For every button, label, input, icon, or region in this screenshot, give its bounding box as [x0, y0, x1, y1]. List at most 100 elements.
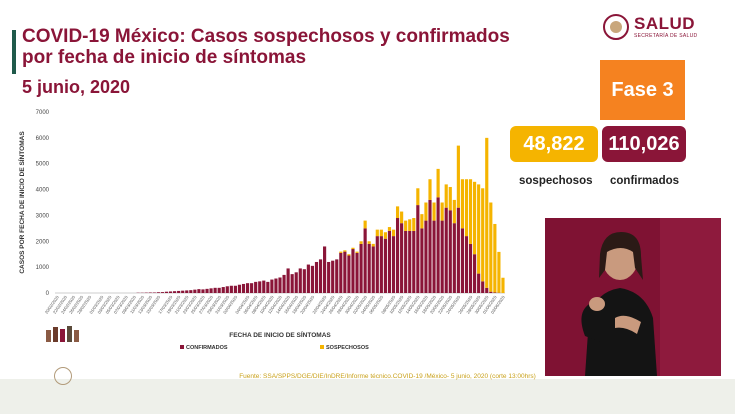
bar-confirmed	[489, 291, 493, 293]
bar-suspected	[412, 218, 416, 231]
bar-suspected	[452, 199, 456, 224]
bar-confirmed	[452, 223, 456, 293]
bar-confirmed	[229, 285, 233, 293]
logo-subtitle: SECRETARÍA DE SALUD	[634, 33, 698, 39]
bar-suspected	[363, 220, 367, 229]
bar-confirmed	[375, 236, 379, 293]
bar-confirmed	[468, 243, 473, 293]
legend-label-confirmed: CONFIRMADOS	[186, 345, 228, 351]
bar-suspected	[416, 188, 420, 206]
bar-confirmed	[209, 288, 213, 293]
legend-label-suspected: SOSPECHOSOS	[326, 345, 369, 351]
footer-band	[0, 379, 735, 414]
y-tick-label: 1000	[36, 265, 50, 271]
bar-confirmed	[318, 259, 323, 293]
bar-suspected	[408, 219, 412, 231]
bar-suspected	[359, 241, 363, 244]
bar-confirmed	[193, 289, 197, 293]
y-tick-label: 4000	[36, 188, 50, 194]
bar-confirmed	[335, 259, 339, 293]
bar-suspected	[489, 202, 493, 292]
bar-confirmed	[270, 279, 274, 293]
bar-confirmed	[493, 292, 497, 293]
bar-confirmed	[266, 281, 270, 293]
title-accent-bar	[12, 30, 16, 74]
bar-confirmed	[424, 220, 428, 293]
bar-confirmed	[440, 220, 444, 293]
bar-confirmed	[387, 230, 392, 293]
logo-name: SALUD	[634, 14, 696, 33]
bar-confirmed	[355, 252, 359, 293]
bar-suspected	[485, 137, 489, 288]
bar-suspected	[387, 227, 392, 231]
bar-confirmed	[412, 230, 416, 293]
bar-confirmed	[164, 291, 169, 293]
bar-confirmed	[339, 252, 343, 293]
suspected-label: sospechosos	[519, 175, 593, 187]
bar-suspected	[444, 184, 448, 208]
bar-confirmed	[343, 251, 347, 293]
bar-confirmed	[201, 289, 205, 293]
bar-suspected	[400, 211, 404, 224]
confirmed-count-box: 110,026	[602, 126, 686, 162]
bar-suspected	[436, 168, 440, 198]
y-tick-label: 7000	[36, 110, 50, 116]
bar-confirmed	[225, 286, 229, 293]
bar-suspected	[383, 232, 387, 239]
bar-suspected	[468, 179, 473, 244]
bar-confirmed	[432, 220, 436, 293]
y-tick-label: 2000	[36, 239, 50, 245]
bar-confirmed	[185, 290, 189, 293]
bar-confirmed	[359, 243, 363, 293]
bar-confirmed	[302, 269, 306, 293]
bar-confirmed	[221, 287, 225, 293]
y-tick-label: 6000	[36, 136, 50, 142]
bar-confirmed	[205, 288, 209, 293]
bar-confirmed	[347, 255, 351, 293]
bar-confirmed	[314, 261, 319, 293]
bar-confirmed	[323, 246, 327, 293]
bar-confirmed	[160, 292, 165, 293]
bar-suspected	[424, 202, 428, 221]
phase-badge: Fase 3	[600, 60, 685, 120]
bar-confirmed	[371, 246, 375, 293]
bar-suspected	[432, 202, 436, 221]
bar-confirmed	[428, 199, 432, 293]
bar-confirmed	[464, 236, 469, 293]
bar-confirmed	[181, 290, 185, 293]
salud-logo: SALUD SECRETARÍA DE SALUD	[603, 14, 723, 44]
footer-emblem-icon	[54, 367, 72, 385]
bar-confirmed	[197, 289, 201, 293]
bar-suspected	[395, 206, 400, 219]
sign-language-video	[545, 218, 721, 376]
bar-confirmed	[237, 284, 242, 293]
bar-suspected	[371, 243, 375, 247]
y-tick-label: 5000	[36, 162, 50, 168]
bar-suspected	[448, 186, 452, 211]
y-axis-label: CASOS POR FECHA DE INICIO DE SÍNTOMAS	[17, 131, 26, 274]
bar-confirmed	[481, 281, 485, 293]
legend-swatch-confirmed	[180, 345, 184, 349]
bar-confirmed	[436, 197, 440, 293]
bar-confirmed	[250, 283, 254, 293]
bar-confirmed	[379, 236, 383, 293]
bar-confirmed	[448, 210, 452, 293]
bar-confirmed	[282, 274, 286, 293]
bar-confirmed	[148, 292, 152, 293]
x-axis-label: FECHA DE INICIO DE SÍNTOMAS	[229, 330, 331, 339]
bar-confirmed	[391, 236, 396, 293]
bar-confirmed	[278, 277, 282, 293]
source-note: Fuente: SSA/SPPS/DGE/DIE/InDRE/Informe t…	[239, 373, 536, 380]
confirmed-label: confirmados	[610, 175, 680, 187]
interpreter-figure-icon	[545, 218, 721, 376]
bar-suspected	[391, 229, 396, 237]
bar-confirmed	[404, 230, 408, 293]
bar-confirmed	[189, 290, 193, 293]
bar-confirmed	[367, 243, 371, 293]
page-title: COVID-19 México: Casos sospechosos y con…	[22, 26, 510, 68]
bar-confirmed	[456, 207, 460, 293]
bar-suspected	[379, 229, 383, 237]
bar-confirmed	[241, 283, 246, 293]
bar-confirmed	[460, 228, 465, 293]
cases-chart: 0 1000 2000 3000 4000 5000 6000 7000 CASOS POR F…	[17, 110, 506, 351]
